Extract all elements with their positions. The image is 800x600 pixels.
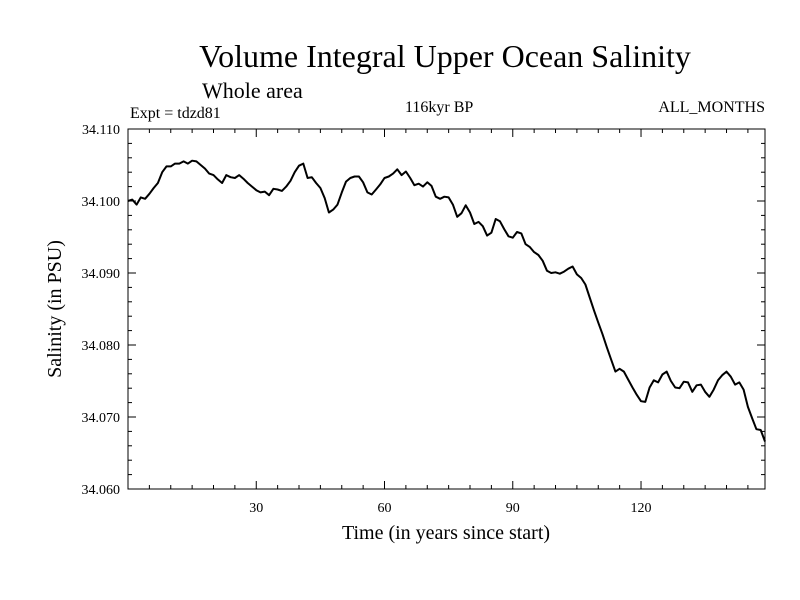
months-label: ALL_MONTHS xyxy=(658,99,765,116)
experiment-label: Expt = tdzd81 xyxy=(130,105,221,122)
y-tick-label: 34.100 xyxy=(82,195,121,210)
chart-subtitle: Whole area xyxy=(202,78,303,103)
x-tick-label: 120 xyxy=(631,501,652,516)
x-tick-label: 90 xyxy=(506,501,520,516)
chart-title: Volume Integral Upper Ocean Salinity xyxy=(199,38,691,74)
period-label: 116kyr BP xyxy=(405,99,473,116)
y-tick-label: 34.070 xyxy=(82,411,121,426)
y-tick-label: 34.110 xyxy=(82,123,120,138)
x-axis-label: Time (in years since start) xyxy=(342,522,550,544)
x-tick-label: 30 xyxy=(249,501,263,516)
y-axis-label: Salinity (in PSU) xyxy=(44,240,66,378)
axis-ticks xyxy=(128,128,765,490)
y-tick-label: 34.060 xyxy=(82,483,121,498)
y-tick-label: 34.090 xyxy=(82,267,121,282)
salinity-line xyxy=(127,159,766,442)
x-tick-label: 60 xyxy=(378,501,392,516)
axis-tick-labels: 30 60 90 120 34.060 34.070 34.080 34.090 34.100 3… xyxy=(82,123,652,516)
y-tick-label: 34.080 xyxy=(82,339,121,354)
plot-frame xyxy=(127,128,766,490)
